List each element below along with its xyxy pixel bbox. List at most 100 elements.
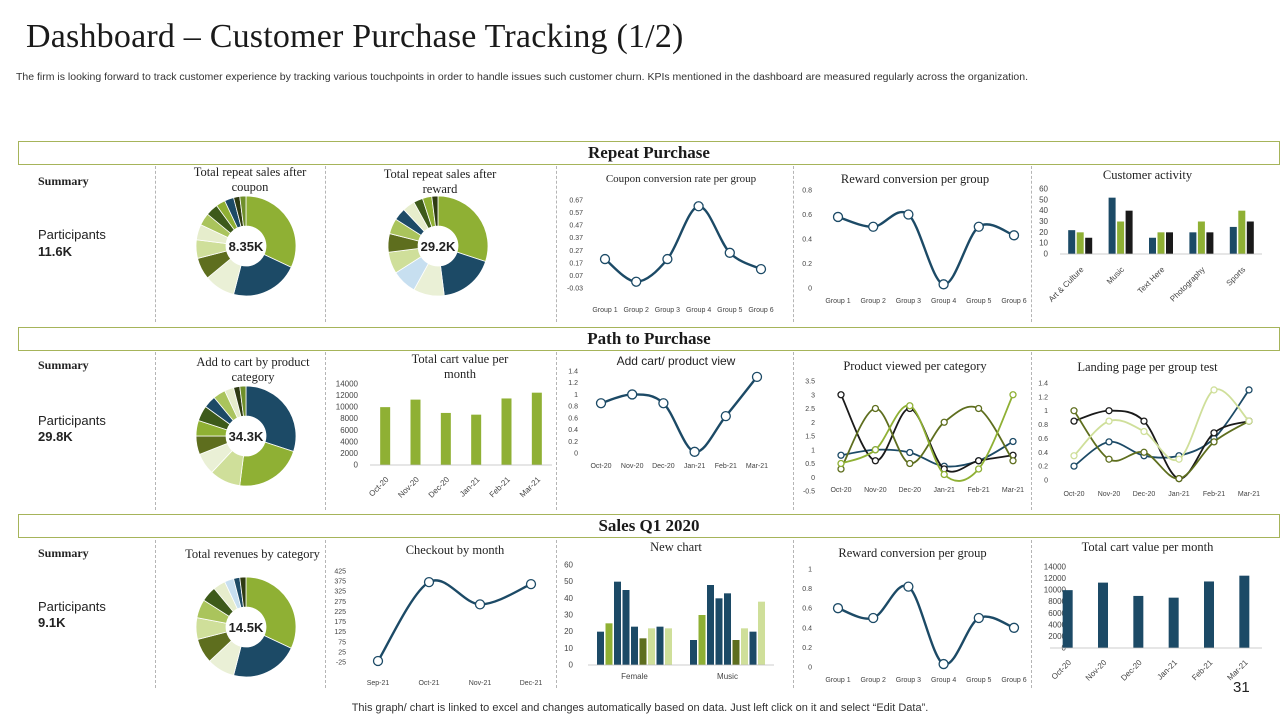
y-tick-label: 0.07 (569, 273, 583, 280)
participants-label: Participants (38, 599, 106, 614)
y-tick-label: 60 (1039, 185, 1048, 194)
x-tick-label: Sports (1224, 265, 1247, 288)
data-point (832, 603, 844, 614)
data-point (720, 410, 731, 422)
chart-title: Total repeat sales after coupon (193, 165, 307, 194)
x-tick-label: Mar-21 (746, 463, 768, 470)
data-point (906, 459, 914, 468)
y-tick-label: 40 (1039, 206, 1048, 215)
data-point (1105, 417, 1113, 425)
chart-title: Landing page per group test (1077, 360, 1218, 374)
chart-title: Total cart value per month (1081, 540, 1214, 554)
bar (749, 631, 757, 665)
data-point (693, 201, 704, 212)
column-divider (325, 540, 326, 688)
bar (1125, 210, 1133, 254)
y-tick-label: 8000 (1048, 597, 1066, 606)
bar (724, 593, 731, 665)
y-tick-label: -0.5 (803, 489, 815, 496)
y-tick-label: 14000 (1044, 563, 1067, 572)
data-point (940, 470, 948, 479)
y-tick-label: 2 (811, 420, 815, 427)
y-tick-label: 0 (808, 286, 812, 293)
data-point (906, 448, 914, 457)
x-tick-label: Nov-20 (864, 487, 887, 494)
chart-title: Customer activity (1102, 168, 1193, 182)
y-tick-label: 4000 (340, 437, 358, 446)
data-point (662, 253, 673, 265)
series-line (1073, 410, 1250, 480)
y-tick-label: 0.6 (568, 415, 578, 422)
series-line (840, 394, 1014, 482)
data-point (832, 211, 844, 223)
bar (1206, 232, 1214, 254)
x-tick-label: Oct-21 (418, 680, 439, 687)
data-point (868, 221, 879, 232)
data-point (974, 457, 983, 465)
y-tick-label: 0.8 (802, 586, 812, 593)
bar (614, 581, 621, 665)
data-point (755, 263, 767, 275)
data-point (837, 451, 845, 459)
data-point (423, 576, 435, 588)
x-tick-label: Group 3 (896, 677, 921, 684)
y-tick-label: 1.2 (568, 380, 578, 387)
data-point (1070, 452, 1078, 460)
x-tick-label: Feb-21 (968, 487, 990, 494)
y-tick-label: 75 (338, 639, 346, 646)
data-point (837, 391, 845, 399)
data-point (658, 398, 669, 409)
x-tick-label: Feb-21 (488, 475, 513, 500)
y-tick-label: 20 (1039, 228, 1048, 237)
data-point (938, 658, 949, 670)
x-tick-label: Group 5 (717, 307, 742, 314)
x-tick-label: Dec-21 (520, 680, 543, 687)
y-tick-label: 40 (564, 594, 573, 603)
x-tick-label: Group 5 (966, 677, 991, 684)
y-tick-label: 1 (808, 567, 812, 574)
y-tick-label: 425 (334, 569, 346, 576)
x-tick-label: Mar-21 (518, 475, 543, 500)
x-tick-label: Group 5 (966, 298, 991, 305)
data-point (837, 459, 845, 468)
bar (665, 628, 672, 665)
y-tick-label: 0 (354, 461, 359, 470)
y-tick-label: 1 (1044, 408, 1048, 415)
bar (631, 626, 638, 665)
column-divider (155, 166, 156, 322)
y-tick-label: 1.4 (568, 369, 578, 376)
pie-slice (239, 441, 295, 487)
participants-label: Participants (38, 413, 106, 428)
x-tick-label: Feb-21 (1203, 491, 1225, 498)
chart-title: Total repeat sales after reward (383, 167, 497, 196)
y-tick-label: 14000 (336, 380, 359, 389)
chart-title: Add cart/ product view (616, 354, 736, 368)
y-tick-label: 0 (808, 665, 812, 672)
y-tick-label: 0 (1044, 478, 1048, 485)
data-point (973, 221, 984, 232)
data-point (689, 446, 700, 457)
pie-slice (431, 195, 439, 227)
bar (707, 585, 714, 665)
series-line (604, 205, 762, 283)
pie-slice (437, 195, 489, 262)
bar (1149, 237, 1156, 254)
x-tick-label: Dec-20 (899, 487, 922, 494)
y-tick-label: 325 (334, 589, 346, 596)
x-tick-label: Group 4 (931, 677, 956, 684)
y-tick-label: 8000 (340, 414, 358, 423)
column-divider (556, 540, 557, 688)
pie-center-label: 34.3K (229, 429, 264, 444)
column-divider (1031, 166, 1032, 322)
x-tick-label: Mar-21 (1238, 491, 1260, 498)
bar (531, 392, 542, 465)
y-tick-label: 0.57 (569, 210, 583, 217)
y-tick-label: 12000 (1044, 574, 1067, 583)
x-tick-label: Jan-21 (1168, 491, 1190, 498)
x-tick-label: Feb-21 (1190, 658, 1215, 683)
data-point (631, 276, 642, 287)
data-point (724, 247, 735, 258)
x-tick-label: Jan-21 (1155, 658, 1179, 682)
y-tick-label: 1 (574, 392, 578, 399)
